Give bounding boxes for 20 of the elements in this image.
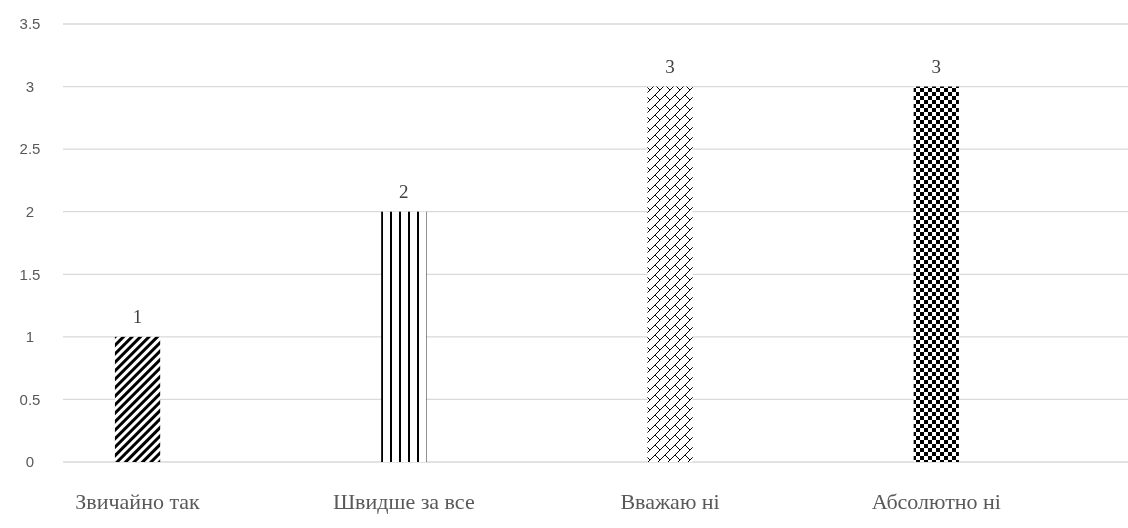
bar	[114, 336, 161, 462]
x-tick-label: Звичайно так	[75, 489, 201, 514]
y-tick-label: 0	[25, 453, 35, 471]
bar	[913, 86, 959, 462]
x-tick-label: Вважаю ні	[620, 489, 720, 514]
bar	[647, 86, 693, 462]
data-label: 3	[665, 55, 675, 77]
data-label: 2	[399, 180, 409, 202]
y-tick-label: 3	[25, 77, 35, 95]
data-label: 3	[931, 55, 942, 77]
data-label: 1	[132, 305, 143, 327]
x-tick-label: Швидше за все	[332, 489, 475, 514]
x-tick-label: Абсолютно ні	[871, 489, 1001, 514]
y-tick-label: 1	[25, 328, 35, 346]
y-tick-label: 3.5	[19, 15, 41, 33]
y-tick-label: 1.5	[19, 265, 41, 283]
y-tick-label: 2	[25, 202, 35, 220]
bar	[381, 211, 427, 462]
y-tick-label: 2.5	[19, 140, 41, 158]
y-tick-label: 0.5	[19, 390, 41, 408]
